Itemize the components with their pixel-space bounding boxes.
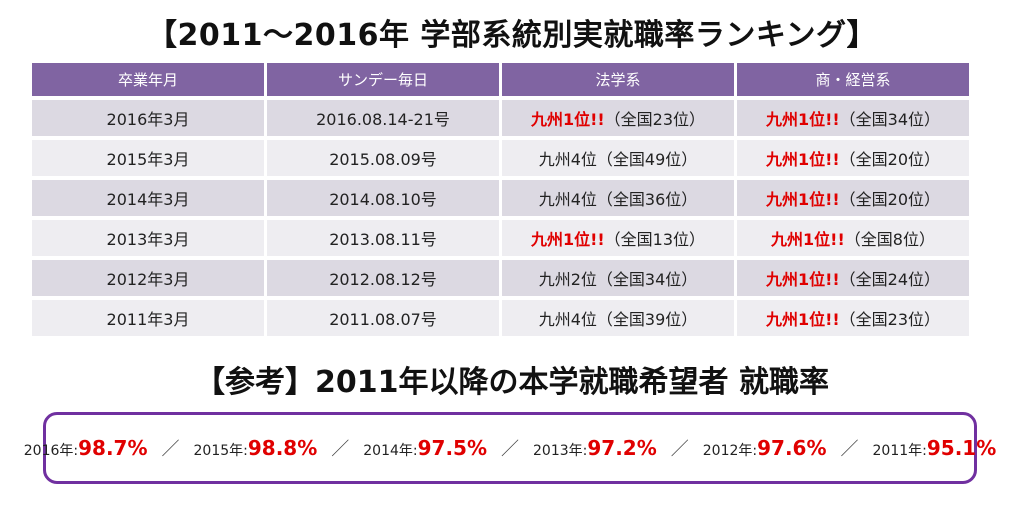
rate-item: 2016年: 98.7% bbox=[24, 436, 148, 460]
national-rank: （全国23位） bbox=[839, 310, 941, 329]
law-rank-cell: 九州1位!!（全国13位） bbox=[502, 220, 734, 256]
rate-separator: ／ bbox=[840, 439, 859, 460]
rate-value: 98.8% bbox=[247, 436, 318, 460]
rate-year: 2012年: bbox=[702, 443, 758, 459]
rate-value: 97.6% bbox=[757, 436, 827, 460]
graduation-cell: 2013年3月 bbox=[32, 220, 264, 256]
ranking-table: 卒業年月 サンデー毎日 法学系 商・経営系 2016年3月 2016.08.14-… bbox=[29, 59, 972, 340]
ranking-table-body: 2016年3月 2016.08.14-21号 九州1位!!（全国23位） 九州1位!!… bbox=[32, 100, 969, 336]
table-row: 2016年3月 2016.08.14-21号 九州1位!!（全国23位） 九州1位!!… bbox=[32, 100, 969, 136]
kyushu-rank: 九州1位!! bbox=[765, 310, 840, 329]
header-law: 法学系 bbox=[502, 63, 734, 96]
rate-value: 97.2% bbox=[587, 436, 657, 460]
header-commerce: 商・経営系 bbox=[737, 63, 969, 96]
graduation-cell: 2015年3月 bbox=[32, 140, 264, 176]
kyushu-rank: 九州1位!! bbox=[765, 270, 840, 289]
kyushu-rank: 九州4位 bbox=[538, 310, 597, 329]
issue-cell: 2016.08.14-21号 bbox=[267, 100, 499, 136]
national-rank: （全国34位） bbox=[596, 270, 698, 289]
table-header-row: 卒業年月 サンデー毎日 法学系 商・経営系 bbox=[32, 63, 969, 96]
kyushu-rank: 九州1位!! bbox=[530, 230, 605, 249]
commerce-rank-cell: 九州1位!!（全国20位） bbox=[737, 140, 969, 176]
kyushu-rank: 九州1位!! bbox=[771, 230, 845, 249]
rate-value: 95.1% bbox=[926, 436, 997, 460]
kyushu-rank: 九州1位!! bbox=[765, 150, 840, 169]
rate-item: 2014年: 97.5% bbox=[363, 436, 487, 460]
reference-title: 【参考】2011年以降の本学就職希望者 就職率 bbox=[195, 365, 829, 400]
graduation-cell: 2012年3月 bbox=[32, 260, 264, 296]
rate-year: 2014年: bbox=[363, 443, 418, 459]
national-rank: （全国39位） bbox=[596, 310, 698, 329]
rate-item: 2012年: 97.6% bbox=[703, 436, 827, 460]
national-rank: （全国20位） bbox=[839, 150, 941, 169]
law-rank-cell: 九州1位!!（全国23位） bbox=[502, 100, 734, 136]
rate-value: 98.7% bbox=[78, 436, 148, 460]
table-row: 2014年3月 2014.08.10号 九州4位（全国36位） 九州1位!!（全国20… bbox=[32, 180, 969, 216]
rate-separator: ／ bbox=[670, 439, 689, 460]
rate-item: 2015年: 98.8% bbox=[194, 436, 318, 460]
page-title: 【2011～2016年 学部系統別実就職率ランキング】 bbox=[146, 18, 878, 53]
issue-cell: 2014.08.10号 bbox=[267, 180, 499, 216]
national-rank: （全国49位） bbox=[596, 150, 698, 169]
commerce-rank-cell: 九州1位!!（全国34位） bbox=[737, 100, 969, 136]
rate-item: 2011年: 95.1% bbox=[873, 436, 997, 460]
header-graduation: 卒業年月 bbox=[32, 63, 264, 96]
national-rank: （全国8位） bbox=[844, 230, 935, 249]
table-row: 2013年3月 2013.08.11号 九州1位!!（全国13位） 九州1位!!（全国… bbox=[32, 220, 969, 256]
national-rank: （全国20位） bbox=[839, 190, 941, 209]
law-rank-cell: 九州4位（全国36位） bbox=[502, 180, 734, 216]
rate-item: 2013年: 97.2% bbox=[533, 436, 657, 460]
kyushu-rank: 九州1位!! bbox=[530, 110, 605, 129]
table-row: 2015年3月 2015.08.09号 九州4位（全国49位） 九州1位!!（全国20… bbox=[32, 140, 969, 176]
law-rank-cell: 九州2位（全国34位） bbox=[502, 260, 734, 296]
issue-cell: 2012.08.12号 bbox=[267, 260, 499, 296]
rate-year: 2016年: bbox=[23, 443, 79, 459]
commerce-rank-cell: 九州1位!!（全国24位） bbox=[737, 260, 969, 296]
kyushu-rank: 九州4位 bbox=[538, 150, 597, 169]
rate-separator: ／ bbox=[331, 439, 350, 460]
law-rank-cell: 九州4位（全国49位） bbox=[502, 140, 734, 176]
kyushu-rank: 九州2位 bbox=[538, 270, 597, 289]
kyushu-rank: 九州1位!! bbox=[765, 190, 840, 209]
national-rank: （全国24位） bbox=[839, 270, 941, 289]
national-rank: （全国23位） bbox=[604, 110, 706, 129]
graduation-cell: 2016年3月 bbox=[32, 100, 264, 136]
national-rank: （全国13位） bbox=[604, 230, 706, 249]
rate-value: 97.5% bbox=[417, 436, 487, 460]
commerce-rank-cell: 九州1位!!（全国20位） bbox=[737, 180, 969, 216]
rate-year: 2013年: bbox=[533, 443, 588, 459]
kyushu-rank: 九州1位!! bbox=[765, 110, 840, 129]
table-row: 2012年3月 2012.08.12号 九州2位（全国34位） 九州1位!!（全国24… bbox=[32, 260, 969, 296]
header-sunday-mainichi: サンデー毎日 bbox=[267, 63, 499, 96]
national-rank: （全国36位） bbox=[596, 190, 698, 209]
law-rank-cell: 九州4位（全国39位） bbox=[502, 300, 734, 336]
kyushu-rank: 九州4位 bbox=[538, 190, 597, 209]
commerce-rank-cell: 九州1位!!（全国8位） bbox=[737, 220, 969, 256]
rate-separator: ／ bbox=[161, 439, 180, 460]
rate-year: 2011年: bbox=[872, 443, 927, 459]
employment-rate-box: 2016年: 98.7% ／ 2015年: 98.8% ／ 2014年: 97.5% ／ 2013… bbox=[24, 412, 996, 484]
issue-cell: 2013.08.11号 bbox=[267, 220, 499, 256]
commerce-rank-cell: 九州1位!!（全国23位） bbox=[737, 300, 969, 336]
national-rank: （全国34位） bbox=[839, 110, 941, 129]
table-row: 2011年3月 2011.08.07号 九州4位（全国39位） 九州1位!!（全国23… bbox=[32, 300, 969, 336]
graduation-cell: 2011年3月 bbox=[32, 300, 264, 336]
rate-separator: ／ bbox=[501, 439, 519, 460]
rate-year: 2015年: bbox=[193, 443, 248, 459]
issue-cell: 2015.08.09号 bbox=[267, 140, 499, 176]
issue-cell: 2011.08.07号 bbox=[267, 300, 499, 336]
graduation-cell: 2014年3月 bbox=[32, 180, 264, 216]
